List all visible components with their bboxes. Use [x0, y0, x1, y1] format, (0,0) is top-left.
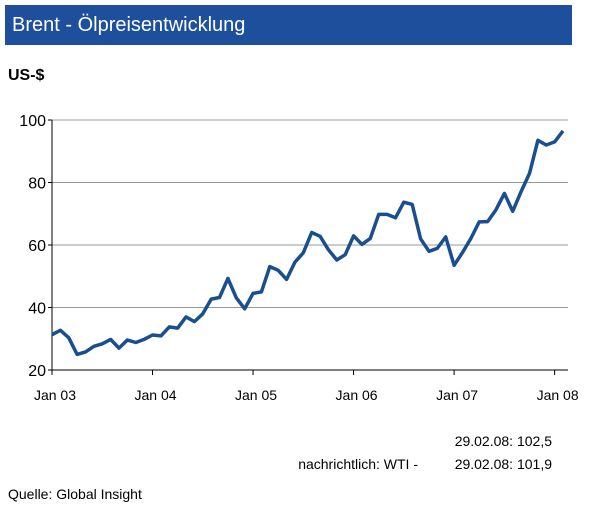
source: Quelle: Global Insight — [8, 486, 142, 502]
title-bar — [5, 5, 572, 45]
y-tick-label: 100 — [19, 113, 46, 130]
annotation: 29.02.08: 101,9 — [455, 456, 553, 472]
y-tick-label: 80 — [28, 176, 46, 193]
y-unit: US-$ — [8, 67, 45, 84]
data-line — [51, 129, 565, 357]
x-tick-label: Jan 03 — [34, 387, 76, 403]
chart-title: Brent - Ölpreisentwicklung — [12, 14, 245, 36]
x-tick-label: Jan 08 — [537, 387, 579, 403]
y-tick-label: 40 — [28, 301, 46, 318]
annotation: 29.02.08: 102,5 — [455, 433, 553, 449]
x-tick-label: Jan 05 — [235, 387, 277, 403]
x-tick-label: Jan 06 — [336, 387, 378, 403]
y-tick-label: 20 — [28, 363, 46, 380]
x-tick-label: Jan 04 — [135, 387, 177, 403]
y-tick-label: 60 — [28, 238, 46, 255]
x-tick-label: Jan 07 — [436, 387, 478, 403]
annotation: nachrichtlich: WTI - — [298, 456, 418, 472]
